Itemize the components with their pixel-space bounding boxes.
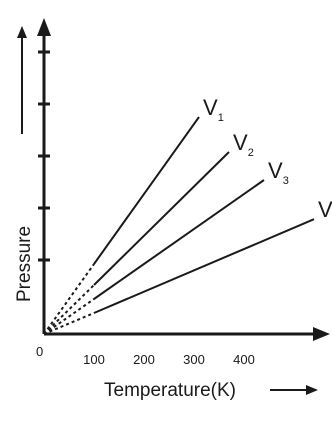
x-tick-label-200: 200 xyxy=(133,352,155,367)
origin-label: 0 xyxy=(36,344,43,359)
x-tick-labels: 100 200 300 400 xyxy=(83,352,255,367)
y-axis-arrow xyxy=(37,18,51,36)
y-title-arrow-head xyxy=(17,26,27,38)
series-label-2: V2 xyxy=(233,130,254,159)
series-label-1: V1 xyxy=(203,95,224,124)
x-tick-label-100: 100 xyxy=(83,352,105,367)
series-layer: V1 V2 V3 V4 xyxy=(43,95,332,335)
series-line-2 xyxy=(93,151,230,286)
axes xyxy=(37,18,330,341)
series-label-3: V3 xyxy=(268,158,289,187)
series-line-3 xyxy=(93,179,265,300)
x-tick-label-300: 300 xyxy=(183,352,205,367)
y-axis-title: Pressure xyxy=(14,226,35,302)
x-axis-arrow xyxy=(313,327,330,341)
series-line-4 xyxy=(93,218,315,314)
series-extrapolation-2 xyxy=(43,284,95,335)
series-line-1 xyxy=(93,116,200,265)
x-tick-label-400: 400 xyxy=(233,352,255,367)
y-ticks xyxy=(38,50,50,262)
series-label-4: V4 xyxy=(318,197,332,226)
x-title-arrow-head xyxy=(306,385,318,395)
x-axis-title: Temperature(K) xyxy=(104,380,236,401)
series-extrapolation-1 xyxy=(43,263,95,335)
series-extrapolation-3 xyxy=(43,298,95,335)
